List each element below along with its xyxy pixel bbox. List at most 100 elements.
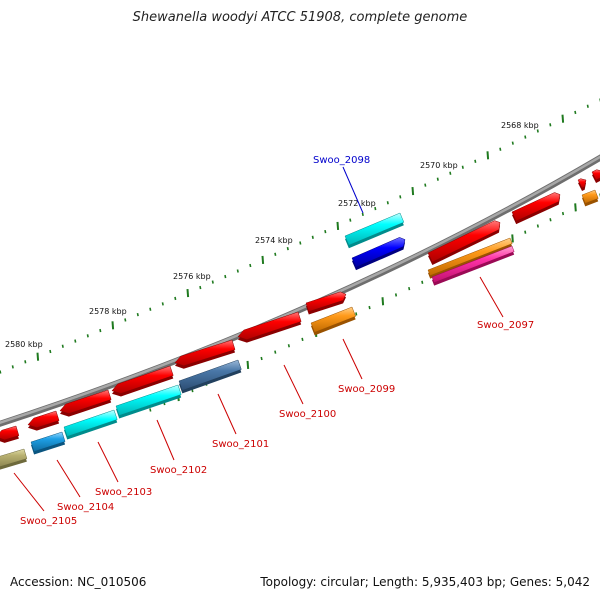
ruler-tick — [286, 246, 289, 251]
gene-red-k[interactable] — [0, 425, 20, 443]
ruler-tick — [246, 360, 250, 369]
gene-swoo-2098[interactable] — [351, 237, 406, 271]
gene-swoo-2102[interactable] — [115, 384, 182, 419]
ruler-tick — [274, 350, 277, 354]
ruler-tick — [411, 186, 415, 196]
map-title: Shewanella woodyi ATCC 51908, complete g… — [132, 10, 468, 25]
ruler-tick — [561, 211, 565, 216]
ruler-tick — [261, 255, 265, 264]
label-leader-line — [342, 338, 363, 380]
ruler-tick — [61, 344, 64, 348]
ruler-tick — [586, 104, 589, 108]
gene-red-b[interactable] — [511, 192, 561, 225]
ruler-tick — [199, 285, 202, 290]
ruler-tick — [511, 234, 514, 243]
ruler-tick — [111, 321, 115, 330]
label-leader-line — [156, 419, 175, 461]
ruler-tick — [408, 286, 411, 291]
ruler-tick — [149, 307, 152, 311]
kbp-label: 2568 kbp — [501, 121, 539, 130]
ruler-tick — [99, 328, 102, 333]
label-leader-line — [283, 364, 304, 405]
ruler-tick — [49, 349, 52, 354]
genome-backbone — [0, 154, 600, 427]
label-leader-line — [13, 472, 45, 512]
ruler-tick — [287, 344, 290, 348]
ruler-tick — [374, 206, 377, 211]
ruler-tick — [524, 135, 527, 139]
gene-red-h[interactable] — [111, 365, 174, 397]
gene-label-swoo-2098[interactable]: Swoo_2098 — [313, 155, 370, 166]
ruler-tick — [249, 263, 252, 268]
gene-label-swoo-2105[interactable]: Swoo_2105 — [20, 516, 77, 527]
ruler-tick — [561, 114, 565, 123]
ruler-tick — [461, 165, 464, 169]
ruler-tick — [574, 110, 577, 115]
ruler-tick — [436, 177, 439, 181]
kbp-label: 2580 kbp — [5, 340, 43, 349]
gene-swoo-2104[interactable] — [30, 431, 66, 455]
gene-labels: Swoo_2097 Swoo_2098 Swoo_2099 Swoo_2100 Swoo… — [13, 155, 534, 527]
gene-swoo-2105[interactable] — [0, 448, 28, 471]
gene-red-g[interactable] — [174, 339, 236, 369]
ruler-tick — [149, 408, 152, 412]
ruler-tick — [355, 312, 358, 316]
ruler-tick — [224, 274, 227, 279]
gene-swoo-2099[interactable] — [310, 306, 356, 336]
ruler-tick — [274, 252, 277, 256]
ruler-tick — [424, 183, 427, 187]
gene-swoo-2103[interactable] — [63, 409, 118, 440]
ruler-tick — [86, 334, 89, 338]
ruler-tick — [74, 339, 77, 343]
kbp-label: 2572 kbp — [338, 199, 376, 208]
gene-label-swoo-2104[interactable]: Swoo_2104 — [57, 502, 114, 513]
genome-summary-text: Topology: circular; Length: 5,935,403 bp… — [260, 575, 590, 589]
ruler-tick — [161, 302, 164, 306]
gene-swoo-2097[interactable] — [431, 245, 515, 286]
ruler-tick — [574, 203, 577, 212]
ruler-tick — [186, 288, 190, 298]
gene-swoo-2097-orange[interactable] — [427, 237, 513, 279]
label-leader-line — [217, 393, 237, 435]
ruler-tick — [336, 221, 340, 230]
label-leader-line — [97, 441, 119, 483]
ruler-tick — [36, 352, 40, 361]
label-leader-line — [479, 276, 504, 318]
gene-label-swoo-2102[interactable]: Swoo_2102 — [150, 465, 207, 476]
gene-red-j[interactable] — [27, 410, 60, 431]
gene-label-swoo-2100[interactable]: Swoo_2100 — [279, 409, 336, 420]
ruler-tick — [324, 229, 327, 234]
label-leader-line — [56, 459, 81, 498]
gene-swoo-2101[interactable] — [178, 359, 242, 394]
ruler-tick — [124, 318, 127, 322]
ruler-tick — [211, 280, 214, 284]
ruler-tick — [301, 337, 304, 342]
gene-swoo-2098-cyan[interactable] — [344, 212, 405, 249]
gene-red-e[interactable] — [305, 291, 347, 315]
ruler-tick — [136, 312, 139, 317]
gene-label-swoo-2103[interactable]: Swoo_2103 — [95, 487, 152, 498]
gene-red-i[interactable] — [59, 389, 112, 417]
gene-features[interactable] — [0, 169, 600, 471]
kbp-label: 2576 kbp — [173, 272, 211, 281]
ruler-tick — [421, 280, 424, 284]
ruler-tick — [24, 360, 27, 364]
kbp-label: 2570 kbp — [420, 161, 458, 170]
ruler-tick — [499, 147, 502, 151]
ruler-tick — [349, 218, 352, 222]
ruler-tick — [536, 224, 539, 228]
gene-red-a[interactable] — [427, 220, 501, 265]
gene-red-f[interactable] — [237, 311, 302, 343]
ruler-tick — [549, 218, 552, 222]
gene-orange-right[interactable] — [581, 189, 599, 207]
ruler-tick — [260, 356, 263, 361]
gene-label-swoo-2101[interactable]: Swoo_2101 — [212, 439, 269, 450]
gene-label-swoo-2097[interactable]: Swoo_2097 — [477, 320, 534, 331]
ruler-tick — [381, 297, 385, 306]
gene-label-swoo-2099[interactable]: Swoo_2099 — [338, 384, 395, 395]
ruler-tick — [386, 201, 389, 205]
gene-red-c[interactable] — [577, 178, 587, 192]
ruler-tick — [11, 365, 14, 369]
gene-red-d[interactable] — [591, 169, 600, 184]
